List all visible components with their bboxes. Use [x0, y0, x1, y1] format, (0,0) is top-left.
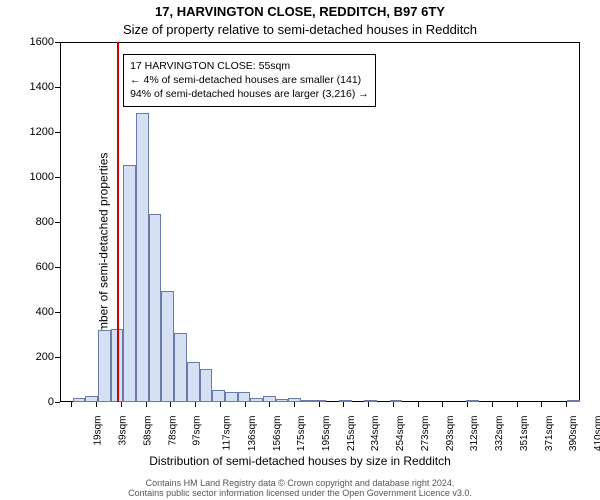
x-tick-label: 410sqm — [593, 416, 600, 452]
x-tick-label: 390sqm — [568, 416, 579, 452]
histogram-bar — [174, 333, 187, 402]
x-tick-label: 234sqm — [371, 416, 382, 452]
y-tick-label: 1600 — [20, 36, 54, 48]
property-marker-line — [117, 42, 119, 402]
annotation-line: 94% of semi-detached houses are larger (… — [130, 87, 369, 101]
y-tick-label: 600 — [20, 261, 54, 273]
y-tick-label: 800 — [20, 216, 54, 228]
plot-area: 0200400600800100012001400160019sqm39sqm5… — [60, 42, 580, 402]
histogram-bar — [123, 165, 136, 402]
x-tick-label: 39sqm — [118, 416, 129, 446]
x-tick-label: 332sqm — [494, 416, 505, 452]
chart-title-line1: 17, HARVINGTON CLOSE, REDDITCH, B97 6TY — [0, 4, 600, 19]
x-tick-label: 156sqm — [272, 416, 283, 452]
histogram-bar — [276, 399, 289, 402]
histogram-bar — [200, 369, 213, 402]
histogram-bar — [187, 362, 200, 403]
histogram-bar — [161, 291, 174, 402]
annotation-line: 17 HARVINGTON CLOSE: 55sqm — [130, 59, 369, 73]
annotation-line: ← 4% of semi-detached houses are smaller… — [130, 73, 369, 87]
histogram-bar — [238, 392, 251, 402]
histogram-bar — [149, 214, 162, 402]
histogram-bar — [73, 398, 86, 403]
y-tick-label: 1000 — [20, 171, 54, 183]
attribution-text: Contains HM Land Registry data © Crown c… — [0, 478, 600, 498]
y-tick-label: 1200 — [20, 126, 54, 138]
y-tick-label: 200 — [20, 351, 54, 363]
histogram-bar — [136, 113, 149, 402]
x-tick-label: 254sqm — [395, 416, 406, 452]
histogram-bar — [250, 398, 263, 403]
y-tick-label: 400 — [20, 306, 54, 318]
histogram-bar — [212, 390, 225, 402]
histogram-bar — [314, 400, 327, 402]
x-tick-label: 175sqm — [296, 416, 307, 452]
x-tick-label: 97sqm — [192, 416, 203, 446]
histogram-bar — [390, 400, 403, 402]
x-tick-label: 78sqm — [167, 416, 178, 446]
histogram-bar — [339, 400, 352, 402]
histogram-bar — [225, 392, 238, 402]
y-tick-label: 1400 — [20, 81, 54, 93]
x-tick-label: 312sqm — [469, 416, 480, 452]
x-tick-label: 293sqm — [445, 416, 456, 452]
chart-title-line2: Size of property relative to semi-detach… — [0, 22, 600, 37]
x-tick-label: 117sqm — [221, 416, 232, 451]
histogram-bar — [567, 400, 580, 402]
x-tick-label: 215sqm — [346, 416, 357, 452]
x-tick-label: 136sqm — [247, 416, 258, 452]
x-tick-label: 351sqm — [519, 416, 530, 452]
x-tick-label: 273sqm — [420, 416, 431, 452]
histogram-bar — [364, 400, 377, 402]
x-axis-label: Distribution of semi-detached houses by … — [0, 454, 600, 468]
x-tick-label: 195sqm — [321, 416, 332, 452]
x-tick-label: 371sqm — [544, 416, 555, 452]
y-tick-label: 0 — [20, 396, 54, 408]
property-annotation: 17 HARVINGTON CLOSE: 55sqm← 4% of semi-d… — [123, 54, 376, 107]
x-tick-label: 19sqm — [93, 416, 104, 446]
histogram-bar — [301, 400, 314, 402]
x-tick-label: 58sqm — [142, 416, 153, 446]
histogram-bar — [98, 330, 111, 402]
